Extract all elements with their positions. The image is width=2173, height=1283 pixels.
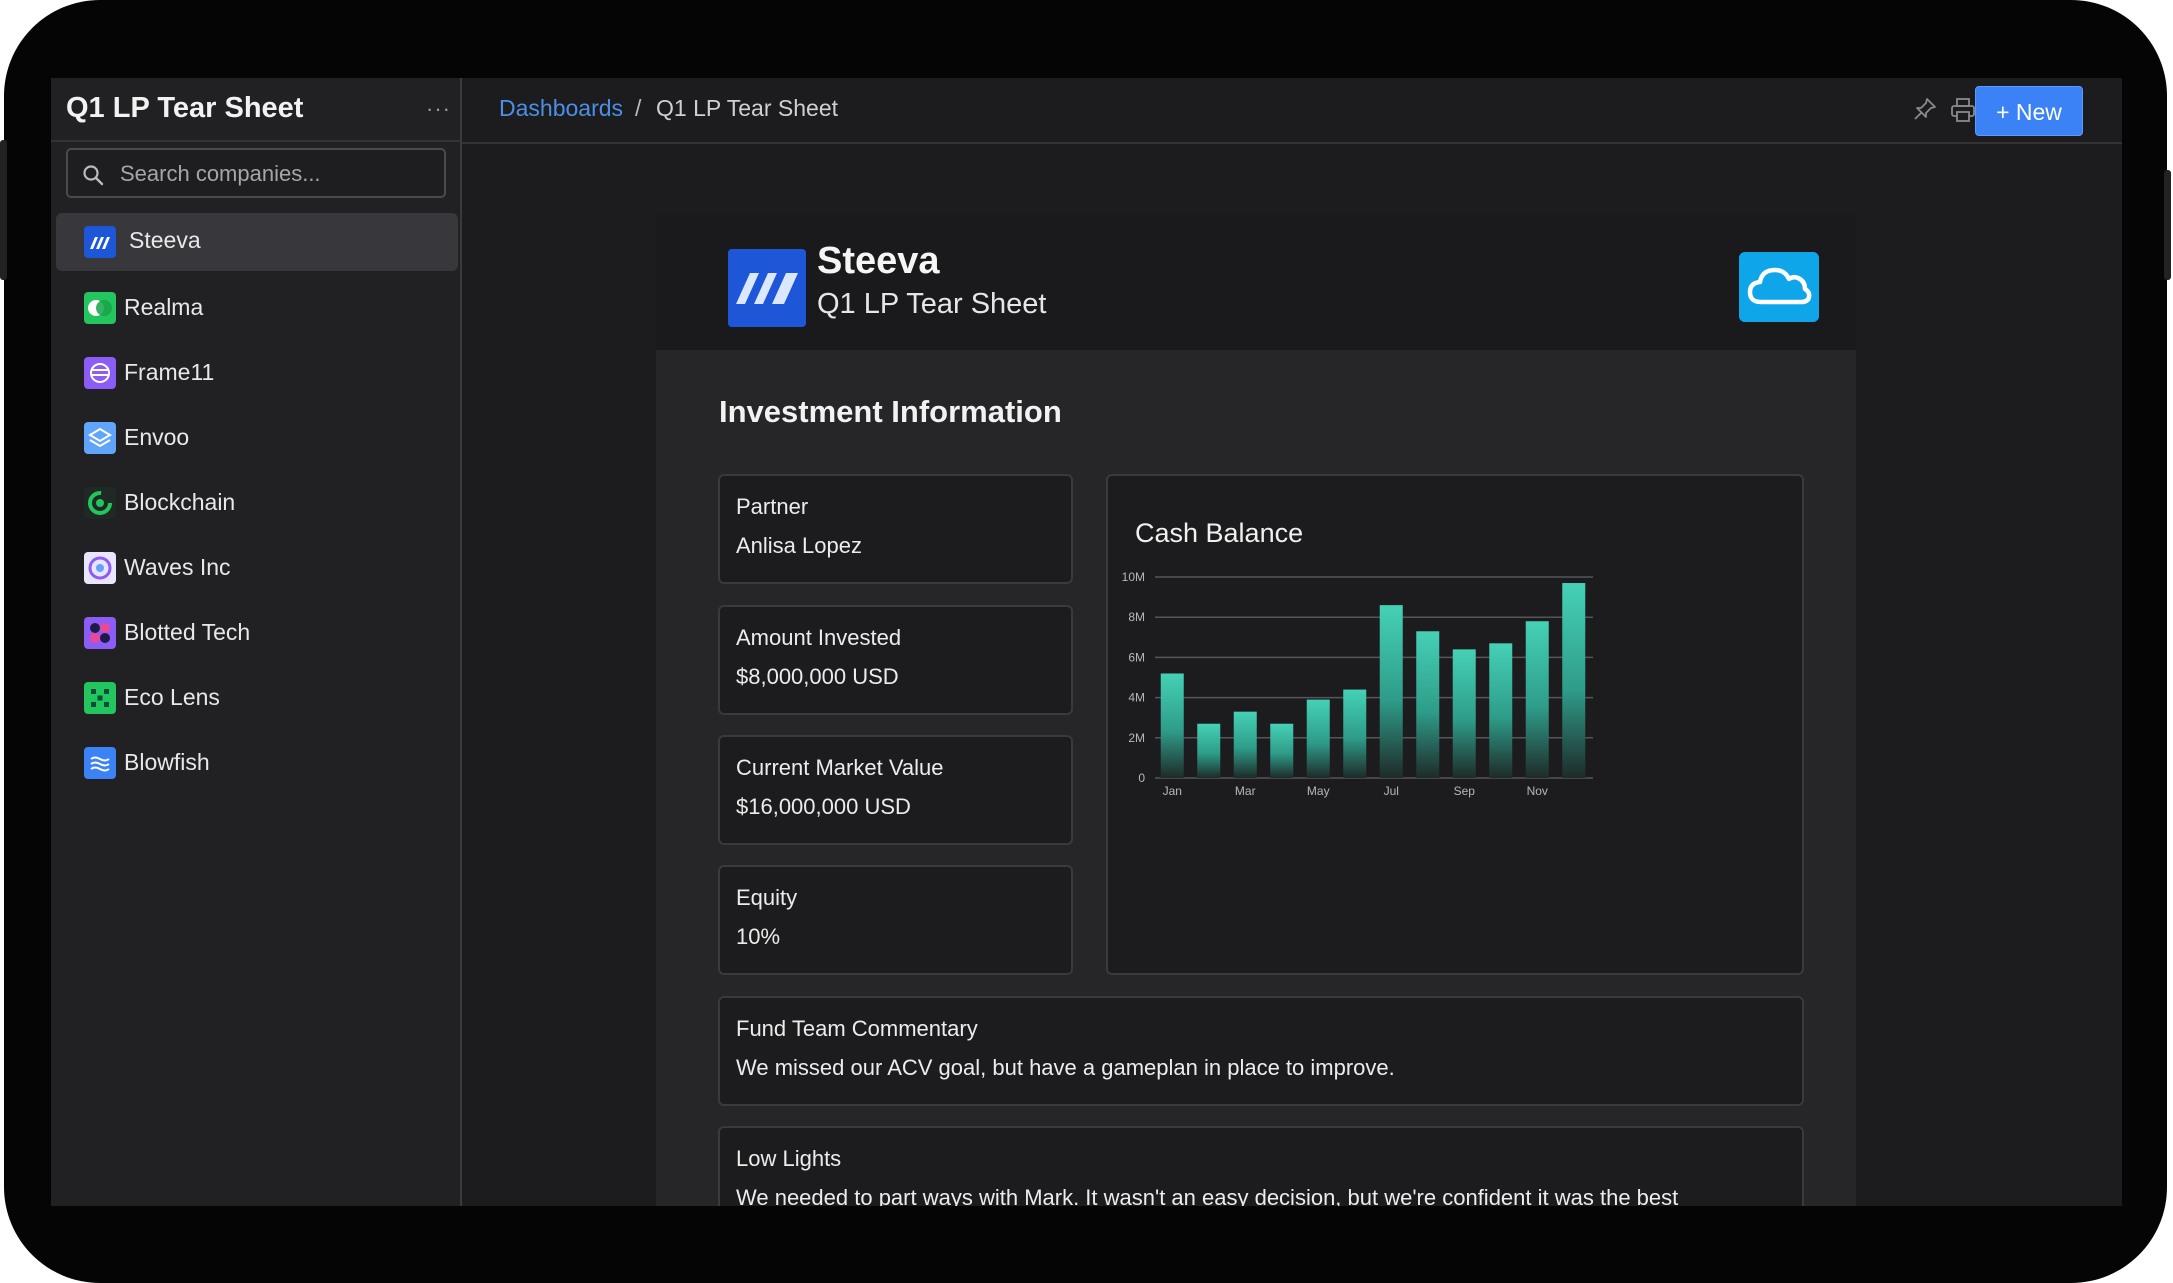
bar-mar[interactable] — [1233, 711, 1257, 778]
sidebar-item-label: Blockchain — [124, 489, 236, 515]
print-icon[interactable] — [1949, 96, 1977, 124]
card-value: We needed to part ways with Mark. It was… — [736, 1185, 1679, 1206]
sidebar-item-label: Blowfish — [124, 749, 210, 775]
breadcrumb-current: Q1 LP Tear Sheet — [656, 95, 839, 121]
bar-dec[interactable] — [1562, 583, 1586, 778]
steeva-logo-icon — [728, 249, 806, 327]
envoo-logo-icon — [84, 422, 116, 454]
x-tick-label: Mar — [1235, 784, 1256, 798]
bar-nov[interactable] — [1525, 621, 1549, 778]
x-tick-label: Jul — [1384, 784, 1399, 798]
sidebar-item-steeva[interactable]: Steeva — [56, 213, 458, 271]
more-options-icon[interactable]: ··· — [426, 96, 451, 121]
x-tick-label: Sep — [1454, 784, 1476, 798]
chart-title: Cash Balance — [1135, 518, 1304, 548]
equity-card: Equity 10% — [718, 865, 1073, 975]
bar-jul[interactable] — [1379, 605, 1403, 778]
bar-jun[interactable] — [1343, 689, 1367, 778]
card-value: 10% — [736, 924, 781, 949]
y-tick-label: 4M — [1128, 691, 1145, 705]
company-name: Steeva — [817, 240, 940, 282]
card-label: Partner — [736, 494, 809, 519]
y-tick-label: 6M — [1128, 650, 1145, 664]
bar-jan[interactable] — [1160, 673, 1184, 778]
section-title: Investment Information — [719, 394, 1062, 429]
lowlights-card: Low Lights We needed to part ways with M… — [718, 1126, 1804, 1206]
tear-sheet-document: Steeva Q1 LP Tear Sheet Investment Infor… — [656, 214, 1856, 1206]
search-icon — [83, 165, 104, 186]
card-value: We missed our ACV goal, but have a gamep… — [736, 1055, 1395, 1080]
card-label: Current Market Value — [736, 755, 944, 780]
sidebar-item-frame11[interactable]: Frame11 — [51, 342, 460, 406]
steeva-logo-icon — [84, 226, 116, 258]
cash-balance-chart: 0 2M 4M 6M 8M 10M Jan Mar May Jul Sep Nov — [1122, 570, 1593, 798]
partner-card: Partner Anlisa Lopez — [718, 474, 1073, 584]
main-content: Steeva Q1 LP Tear Sheet Investment Infor… — [462, 144, 2122, 1206]
bar-oct[interactable] — [1489, 643, 1513, 778]
blockchain-logo-icon — [84, 487, 116, 519]
breadcrumb-separator: / — [635, 95, 642, 121]
amount-invested-card: Amount Invested $8,000,000 USD — [718, 605, 1073, 715]
cloud-icon — [1739, 252, 1819, 322]
bar-feb[interactable] — [1197, 723, 1221, 778]
cash-balance-card: Cash Balance 0 2M 4M 6M 8M 10M Jan Mar May Jul Sep… — [1106, 474, 1804, 975]
bar-sep[interactable] — [1452, 649, 1476, 778]
sidebar-item-realma[interactable]: Realma — [51, 277, 460, 341]
card-label: Fund Team Commentary — [736, 1016, 978, 1041]
new-button[interactable]: + New — [1975, 86, 2083, 136]
sidebar-item-label: Eco Lens — [124, 684, 220, 710]
sidebar-item-label: Realma — [124, 294, 204, 320]
sidebar-item-label: Envoo — [124, 424, 190, 450]
company-list: Steeva Realma Frame11 — [51, 213, 460, 797]
waves-logo-icon — [84, 552, 116, 584]
sidebar-title: Q1 LP Tear Sheet — [66, 92, 304, 124]
card-label: Equity — [736, 885, 798, 910]
sidebar-item-label: Waves Inc — [124, 554, 231, 580]
sidebar-item-ecolens[interactable]: Eco Lens — [51, 667, 460, 731]
ecolens-logo-icon — [84, 682, 116, 714]
document-header: Steeva Q1 LP Tear Sheet — [656, 214, 1856, 350]
card-label: Low Lights — [736, 1146, 842, 1171]
sidebar-item-envoo[interactable]: Envoo — [51, 407, 460, 471]
bar-may[interactable] — [1306, 699, 1330, 778]
document-subtitle: Q1 LP Tear Sheet — [817, 288, 1047, 320]
sidebar-item-blockchain[interactable]: Blockchain — [51, 472, 460, 536]
x-tick-label: Jan — [1163, 784, 1182, 798]
screen: Q1 LP Tear Sheet ··· Steeva — [51, 78, 2122, 1206]
market-value-card: Current Market Value $16,000,000 USD — [718, 735, 1073, 845]
sidebar-item-label: Frame11 — [124, 359, 215, 385]
x-tick-label: May — [1307, 784, 1330, 798]
sidebar-item-blowfish[interactable]: Blowfish — [51, 732, 460, 796]
y-tick-label: 2M — [1128, 731, 1145, 745]
search-box — [66, 148, 446, 198]
sidebar-item-label: Steeva — [129, 227, 201, 253]
pin-icon[interactable] — [1912, 96, 1938, 122]
divider — [51, 140, 460, 142]
y-tick-label: 8M — [1128, 610, 1145, 624]
search-input[interactable] — [118, 158, 432, 190]
x-tick-label: Nov — [1527, 784, 1548, 798]
realma-logo-icon — [84, 292, 116, 324]
sidebar-item-waves[interactable]: Waves Inc — [51, 537, 460, 601]
bar-apr[interactable] — [1270, 723, 1294, 778]
bar-aug[interactable] — [1416, 631, 1440, 778]
commentary-card: Fund Team Commentary We missed our ACV g… — [718, 996, 1804, 1106]
volume-button — [0, 140, 7, 280]
power-button — [2164, 170, 2171, 280]
blotted-logo-icon — [84, 617, 116, 649]
card-label: Amount Invested — [736, 625, 902, 650]
y-tick-label: 0 — [1138, 771, 1145, 785]
frame11-logo-icon — [84, 357, 116, 389]
card-value: $16,000,000 USD — [736, 794, 911, 819]
y-tick-label: 10M — [1122, 570, 1145, 584]
breadcrumb-dashboards-link[interactable]: Dashboards — [499, 95, 624, 121]
sidebar: Q1 LP Tear Sheet ··· Steeva — [51, 78, 462, 1206]
card-value: Anlisa Lopez — [736, 533, 862, 558]
top-bar: Dashboards / Q1 LP Tear Sheet + New — [462, 78, 2122, 144]
sidebar-item-label: Blotted Tech — [124, 619, 251, 645]
blowfish-logo-icon — [84, 747, 116, 779]
sidebar-item-blotted[interactable]: Blotted Tech — [51, 602, 460, 666]
card-value: $8,000,000 USD — [736, 664, 899, 689]
